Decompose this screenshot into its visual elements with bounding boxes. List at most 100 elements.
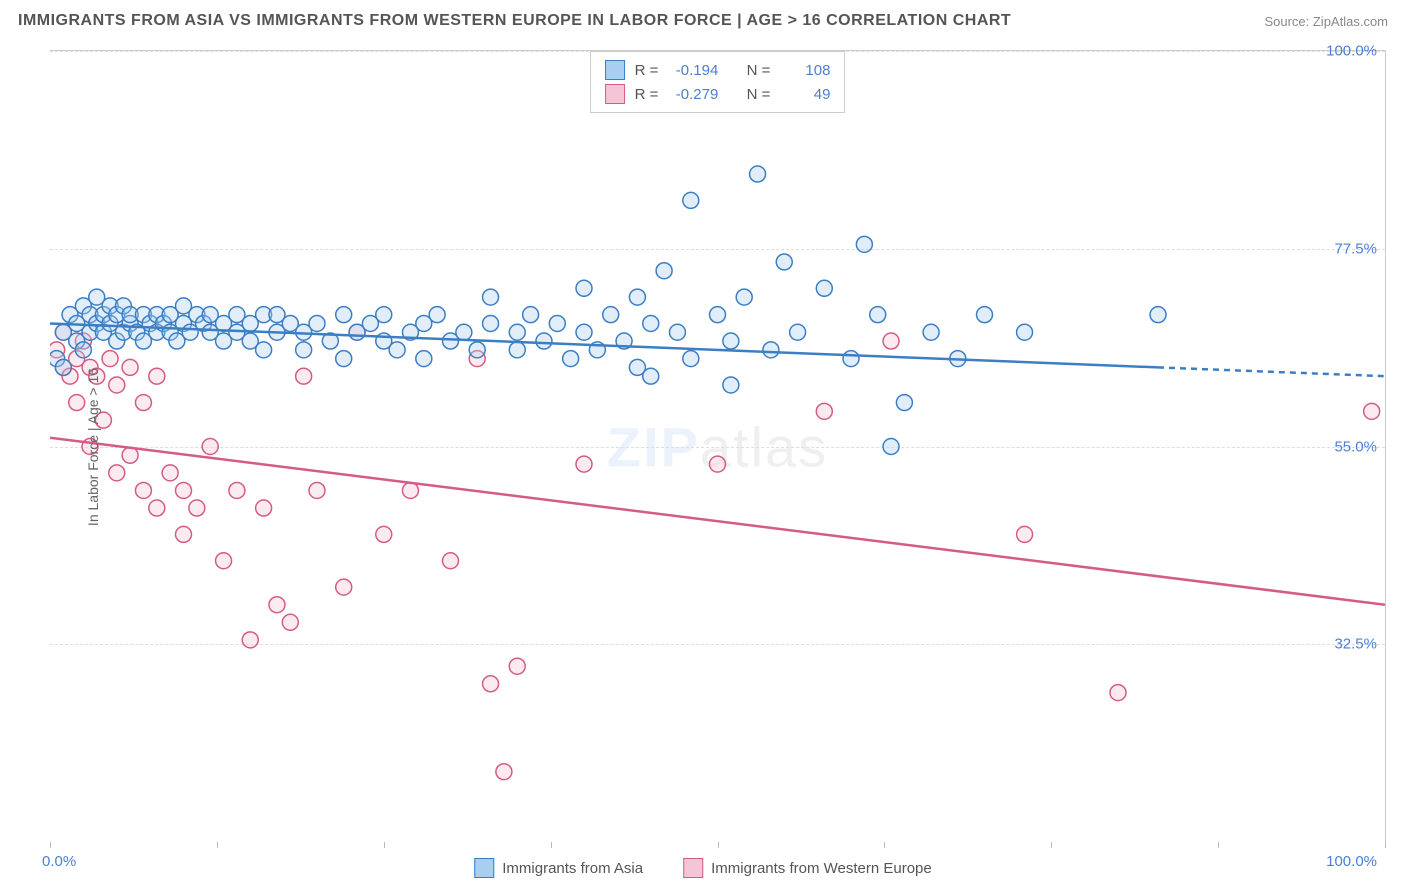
data-point: [376, 307, 392, 323]
trend-line-dashed: [1158, 367, 1385, 376]
data-point: [710, 456, 726, 472]
data-point: [603, 307, 619, 323]
data-point: [142, 315, 158, 331]
data-point: [149, 324, 165, 340]
data-point: [149, 500, 165, 516]
data-point: [256, 342, 272, 358]
data-point: [95, 307, 111, 323]
data-point: [109, 377, 125, 393]
data-point: [296, 324, 312, 340]
data-point: [229, 324, 245, 340]
gridline: [50, 249, 1385, 250]
data-point: [336, 351, 352, 367]
data-point: [55, 359, 71, 375]
data-point: [1110, 685, 1126, 701]
data-point: [977, 307, 993, 323]
bottom-legend: Immigrants from Asia Immigrants from Wes…: [474, 858, 932, 878]
data-point: [362, 315, 378, 331]
data-point: [282, 614, 298, 630]
swatch-asia-icon: [474, 858, 494, 878]
data-point: [122, 359, 138, 375]
data-point: [429, 307, 445, 323]
data-point: [389, 342, 405, 358]
data-point: [923, 324, 939, 340]
data-point: [563, 351, 579, 367]
data-point: [483, 289, 499, 305]
data-point: [69, 333, 85, 349]
data-point: [62, 307, 78, 323]
data-point: [162, 307, 178, 323]
data-point: [416, 315, 432, 331]
data-point: [135, 307, 151, 323]
x-tick-mark: [1218, 842, 1219, 848]
data-point: [69, 351, 85, 367]
data-point: [309, 315, 325, 331]
data-point: [336, 307, 352, 323]
y-tick-label: 100.0%: [1326, 43, 1377, 60]
data-point: [55, 324, 71, 340]
data-point: [229, 307, 245, 323]
data-point: [336, 579, 352, 595]
y-tick-label: 77.5%: [1334, 240, 1377, 257]
data-point: [443, 553, 459, 569]
data-point: [176, 298, 192, 314]
data-point: [189, 307, 205, 323]
data-point: [456, 324, 472, 340]
data-point: [55, 324, 71, 340]
data-point: [723, 377, 739, 393]
data-point: [102, 298, 118, 314]
data-point: [309, 482, 325, 498]
data-point: [870, 307, 886, 323]
data-point: [790, 324, 806, 340]
data-point: [376, 333, 392, 349]
data-point: [149, 307, 165, 323]
x-tick-mark: [384, 842, 385, 848]
data-point: [162, 324, 178, 340]
data-point: [736, 289, 752, 305]
data-point: [50, 351, 65, 367]
data-point: [669, 324, 685, 340]
data-point: [176, 315, 192, 331]
data-point: [509, 658, 525, 674]
data-point: [176, 526, 192, 542]
data-point: [816, 280, 832, 296]
data-point: [1017, 324, 1033, 340]
data-point: [162, 465, 178, 481]
data-point: [509, 342, 525, 358]
data-point: [443, 333, 459, 349]
data-point: [155, 315, 171, 331]
x-tick-max: 100.0%: [1326, 853, 1377, 870]
data-point: [129, 324, 145, 340]
data-point: [269, 597, 285, 613]
data-point: [376, 526, 392, 542]
data-point: [89, 315, 105, 331]
y-tick-label: 55.0%: [1334, 438, 1377, 455]
data-point: [763, 342, 779, 358]
data-point: [576, 280, 592, 296]
x-tick-mark: [1385, 842, 1386, 848]
data-point: [202, 307, 218, 323]
data-point: [469, 351, 485, 367]
x-tick-mark: [1051, 842, 1052, 848]
data-point: [109, 333, 125, 349]
data-point: [496, 764, 512, 780]
data-point: [135, 395, 151, 411]
data-point: [216, 333, 232, 349]
data-point: [523, 307, 539, 323]
data-point: [683, 351, 699, 367]
data-point: [536, 333, 552, 349]
data-point: [102, 351, 118, 367]
data-point: [282, 315, 298, 331]
data-point: [122, 447, 138, 463]
x-tick-mark: [50, 842, 51, 848]
data-point: [169, 333, 185, 349]
trend-line: [50, 438, 1385, 605]
data-point: [843, 351, 859, 367]
data-point: [509, 324, 525, 340]
x-tick-mark: [217, 842, 218, 848]
data-point: [656, 263, 672, 279]
data-point: [62, 368, 78, 384]
data-point: [109, 465, 125, 481]
y-axis-label: In Labor Force | Age > 16: [85, 367, 101, 525]
data-point: [69, 315, 85, 331]
